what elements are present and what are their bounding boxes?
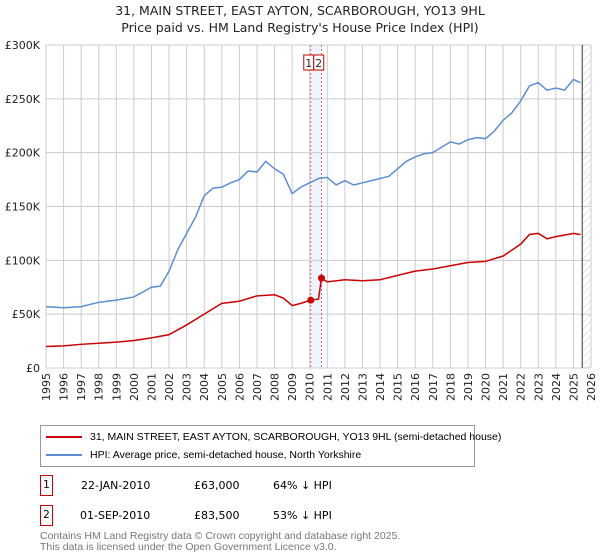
x-tick-label: 2000 [128, 373, 141, 401]
x-tick-label: 2025 [567, 373, 580, 401]
x-tick-label: 2017 [427, 373, 440, 401]
footer-line-2: This data is licensed under the Open Gov… [40, 541, 337, 553]
transaction-date: 22-JAN-2010 [81, 478, 151, 492]
footer-line-1: Contains HM Land Registry data © Crown c… [40, 530, 401, 542]
transaction-price: £63,000 [194, 478, 240, 492]
sale-badge-label: 2 [315, 58, 322, 70]
price-chart: 1995 1996 1997 1998 1999 2000 2001 2002 2003 2004… [5, 39, 598, 401]
transaction-row: 1 22-JAN-2010 £63,000 64% ↓ HPI [40, 474, 332, 496]
transaction-hpi: 53% ↓ HPI [273, 508, 332, 522]
legend-blue-line [46, 454, 82, 456]
transaction-badge: 2 [40, 504, 53, 526]
x-tick-label: 2009 [286, 373, 299, 401]
x-tick-label: 2012 [339, 373, 352, 401]
x-tick-label: 1997 [75, 373, 88, 401]
y-tick-label: £150K [5, 201, 41, 214]
y-tick-label: £50K [12, 308, 41, 321]
x-tick-label: 2018 [444, 373, 457, 401]
legend-red-line [46, 436, 82, 438]
legend-red-label: 31, MAIN STREET, EAST AYTON, SCARBOROUGH… [90, 431, 502, 443]
y-tick-label: £0 [26, 362, 40, 375]
series-line [45, 232, 581, 348]
x-tick-label: 2021 [497, 373, 510, 401]
legend-blue-label: HPI: Average price, semi-detached house,… [90, 449, 362, 461]
x-tick-label: 2007 [251, 373, 264, 401]
x-tick-label: 2016 [409, 373, 422, 401]
legend: 31, MAIN STREET, EAST AYTON, SCARBOROUGH… [40, 425, 501, 467]
x-tick-label: 2013 [356, 373, 369, 401]
x-tick-label: 2014 [374, 373, 387, 401]
footer: Contains HM Land Registry data © Crown c… [40, 531, 400, 553]
sale-badge [313, 54, 325, 71]
transaction-date: 01-SEP-2010 [80, 508, 151, 522]
transaction-price: £83,500 [194, 508, 240, 522]
sale-point [317, 274, 325, 282]
y-tick-label: £250K [5, 93, 41, 106]
y-tick-label: £200K [5, 147, 41, 160]
x-tick-label: 2011 [321, 373, 334, 401]
x-tick-label: 2015 [392, 373, 405, 401]
x-tick-label: 2003 [181, 373, 194, 401]
series-line [45, 78, 581, 309]
transaction-badge: 1 [40, 474, 53, 496]
x-tick-label: 2024 [550, 373, 563, 401]
y-tick-label: £100K [5, 254, 41, 267]
x-tick-label: 2022 [515, 373, 528, 401]
x-tick-label: 2006 [233, 373, 246, 401]
x-tick-label: 2004 [198, 373, 211, 401]
sale-point [307, 296, 315, 304]
x-tick-label: 2005 [216, 373, 229, 401]
transaction-hpi: 64% ↓ HPI [273, 478, 332, 492]
chart-title: 31, MAIN STREET, EAST AYTON, SCARBOROUGH… [115, 3, 485, 18]
x-tick-label: 2002 [163, 373, 176, 401]
x-tick-label: 2020 [480, 373, 493, 401]
x-tick-label: 2010 [304, 373, 317, 401]
transaction-row: 2 01-SEP-2010 £83,500 53% ↓ HPI [40, 504, 332, 526]
sale-badge-label: 1 [305, 58, 312, 70]
x-tick-label: 1995 [40, 373, 53, 401]
x-tick-label: 2026 [585, 373, 598, 401]
chart-subtitle: Price paid vs. HM Land Registry's House … [121, 20, 479, 35]
x-tick-label: 2019 [462, 373, 475, 401]
x-tick-label: 1999 [110, 373, 123, 401]
y-tick-label: £300K [5, 39, 41, 52]
x-tick-label: 2008 [269, 373, 282, 401]
x-tick-label: 1998 [93, 373, 106, 401]
x-tick-label: 2023 [532, 373, 545, 401]
x-tick-label: 1996 [58, 373, 71, 401]
x-tick-label: 2001 [145, 373, 158, 401]
